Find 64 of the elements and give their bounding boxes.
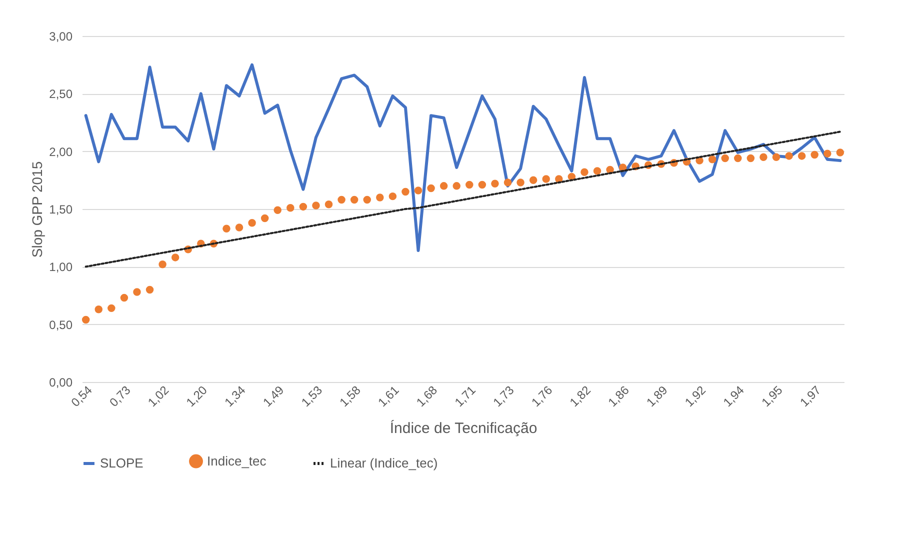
point bbox=[286, 204, 294, 212]
point bbox=[427, 184, 435, 192]
point bbox=[798, 152, 806, 160]
y-tick-label: 0,50 bbox=[49, 318, 73, 332]
point bbox=[810, 150, 818, 159]
point bbox=[274, 206, 282, 214]
point bbox=[836, 148, 844, 156]
point bbox=[414, 186, 422, 194]
point bbox=[734, 154, 742, 162]
point bbox=[593, 167, 602, 175]
line-series bbox=[84, 63, 842, 252]
point bbox=[402, 188, 410, 196]
point bbox=[82, 316, 90, 324]
point bbox=[171, 254, 180, 262]
y-axis-title: Slop GPP 2015 bbox=[29, 161, 46, 258]
x-tick-label: 0,73 bbox=[106, 382, 134, 410]
point bbox=[466, 180, 474, 189]
point bbox=[388, 192, 397, 200]
point bbox=[350, 196, 358, 204]
point bbox=[248, 218, 256, 227]
point bbox=[721, 154, 729, 162]
point bbox=[235, 224, 244, 232]
point bbox=[760, 153, 768, 161]
point bbox=[222, 224, 230, 232]
point bbox=[529, 176, 538, 184]
point bbox=[824, 150, 832, 158]
y-tick-label: 3,00 bbox=[49, 30, 73, 44]
legend-label: SLOPE bbox=[100, 456, 144, 470]
point bbox=[440, 182, 448, 190]
point bbox=[376, 194, 384, 202]
point bbox=[542, 175, 550, 183]
y-tick-label: 1,50 bbox=[49, 202, 73, 216]
x-axis-title: Índice de Tecnificação bbox=[390, 418, 538, 437]
point bbox=[133, 288, 141, 296]
point bbox=[146, 286, 154, 294]
point bbox=[120, 294, 128, 302]
point bbox=[452, 182, 460, 190]
point bbox=[363, 196, 371, 204]
legend-label: Indice_tec bbox=[207, 453, 267, 468]
y-tick-label: 0,00 bbox=[49, 376, 73, 390]
point bbox=[324, 200, 333, 208]
point bbox=[580, 168, 588, 176]
point bbox=[260, 214, 269, 222]
point bbox=[108, 304, 116, 312]
point bbox=[746, 154, 755, 162]
point bbox=[299, 202, 308, 211]
legend-label: Linear (Indice_tec) bbox=[330, 456, 438, 470]
x-tick-label: 1,71 bbox=[452, 382, 479, 410]
point bbox=[772, 153, 780, 161]
point bbox=[478, 180, 486, 189]
point bbox=[708, 156, 716, 164]
point bbox=[785, 152, 793, 160]
point bbox=[158, 260, 166, 268]
y-tick-label: 2,50 bbox=[49, 87, 73, 102]
point bbox=[491, 180, 499, 188]
y-tick-label: 1,00 bbox=[49, 260, 73, 274]
line-series bbox=[84, 130, 842, 268]
point bbox=[504, 178, 512, 186]
point bbox=[338, 196, 346, 204]
x-tick-label: 1,61 bbox=[375, 382, 402, 410]
point bbox=[312, 202, 320, 210]
point bbox=[516, 178, 524, 186]
y-tick-label: 2,00 bbox=[49, 144, 73, 159]
point bbox=[94, 305, 102, 314]
